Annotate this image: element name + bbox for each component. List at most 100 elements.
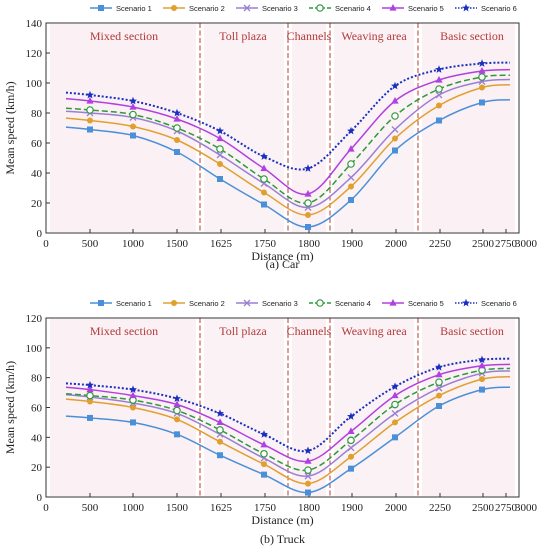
legend-label: Scenario 4 xyxy=(335,299,371,308)
data-point xyxy=(435,65,443,73)
panel-caption: (a) Car xyxy=(266,257,300,271)
x-tick-label: 1500 xyxy=(166,238,189,250)
data-point xyxy=(260,175,268,183)
section-band xyxy=(204,319,284,496)
data-point xyxy=(217,452,223,459)
y-tick-label: 60 xyxy=(31,403,43,415)
data-point xyxy=(347,444,355,452)
y-tick-label: 40 xyxy=(31,432,43,444)
data-point xyxy=(86,380,94,389)
data-point xyxy=(392,419,398,426)
data-point xyxy=(129,391,137,399)
data-point xyxy=(435,91,443,99)
section-label: Toll plaza xyxy=(219,324,267,338)
x-axis-label: Distance (m) xyxy=(251,249,313,263)
data-point xyxy=(261,201,267,208)
legend-marker xyxy=(462,3,470,12)
data-point xyxy=(347,436,355,445)
x-tick-label: 1800 xyxy=(298,502,321,514)
y-tick-label: 100 xyxy=(26,78,43,90)
section-band xyxy=(50,319,196,496)
data-point xyxy=(478,73,486,81)
data-point xyxy=(260,430,268,438)
data-point xyxy=(391,410,399,417)
x-tick-label: 2500 xyxy=(472,502,495,514)
x-tick-label: 2000 xyxy=(385,502,408,514)
data-point xyxy=(86,97,94,104)
legend-marker xyxy=(98,300,104,306)
y-tick-label: 80 xyxy=(31,108,43,120)
data-point xyxy=(436,117,442,124)
data-point xyxy=(261,461,267,468)
legend-label: Scenario 1 xyxy=(116,4,152,13)
data-point xyxy=(216,409,224,417)
series-6 xyxy=(65,355,511,455)
legend-marker xyxy=(98,5,104,11)
data-point xyxy=(347,174,355,181)
series-5 xyxy=(65,361,511,464)
data-point xyxy=(348,453,354,460)
data-point xyxy=(436,403,442,410)
y-tick-label: 0 xyxy=(37,492,43,504)
data-point xyxy=(216,418,224,426)
data-point xyxy=(478,67,486,74)
data-point xyxy=(305,212,311,218)
data-point xyxy=(392,434,398,441)
data-point xyxy=(260,440,268,448)
x-tick-label: 1500 xyxy=(166,502,189,514)
data-point xyxy=(216,426,224,434)
x-tick-label: 500 xyxy=(82,238,99,250)
series-5 xyxy=(65,67,511,197)
section-label: Toll plaza xyxy=(219,29,267,43)
data-point xyxy=(174,416,180,423)
data-point xyxy=(435,378,443,386)
data-point xyxy=(391,97,399,104)
data-point xyxy=(435,370,443,378)
data-point xyxy=(260,449,268,458)
y-tick-label: 120 xyxy=(26,313,43,325)
data-point xyxy=(87,414,93,421)
data-point xyxy=(261,471,267,478)
y-tick-label: 40 xyxy=(31,168,43,180)
data-point xyxy=(173,400,181,408)
series-2 xyxy=(65,84,511,218)
section-label: Mixed section xyxy=(90,29,158,43)
data-point xyxy=(260,152,268,160)
x-tick-label: 3000 xyxy=(515,238,538,250)
x-tick-label: 2000 xyxy=(385,238,408,250)
data-point xyxy=(173,115,181,122)
data-point xyxy=(130,123,136,130)
series-6 xyxy=(65,59,511,172)
data-point xyxy=(347,126,355,135)
data-point xyxy=(129,96,137,105)
x-tick-label: 2750 xyxy=(495,238,518,250)
data-point xyxy=(392,135,398,142)
x-tick-label: 3000 xyxy=(515,502,538,514)
data-point xyxy=(478,355,486,364)
chart-panel-1: Mixed section Toll plaza Channels Weaving a… xyxy=(3,3,538,271)
section-band xyxy=(422,24,515,232)
data-point xyxy=(478,361,486,369)
data-point xyxy=(216,134,224,142)
data-point xyxy=(173,124,181,132)
data-point xyxy=(216,126,224,135)
legend: Scenario 1 Scenario 2 Scenario 3 Scenario 4… xyxy=(90,3,517,13)
x-tick-label: 500 xyxy=(82,502,99,514)
x-tick-label: 2250 xyxy=(429,238,452,250)
section-label: Weaving area xyxy=(341,324,407,338)
y-tick-label: 60 xyxy=(31,138,43,150)
data-point xyxy=(391,382,399,391)
data-point xyxy=(304,164,312,172)
legend-label: Scenario 5 xyxy=(408,299,444,308)
panel-caption: (b) Truck xyxy=(260,532,305,546)
section-band xyxy=(204,24,284,232)
data-point xyxy=(436,392,442,399)
series-line xyxy=(65,370,511,477)
data-point xyxy=(479,386,485,393)
data-point xyxy=(435,76,443,83)
data-point xyxy=(87,117,93,124)
x-tick-label: 1900 xyxy=(341,502,364,514)
data-point xyxy=(86,106,94,114)
data-point xyxy=(173,108,181,117)
